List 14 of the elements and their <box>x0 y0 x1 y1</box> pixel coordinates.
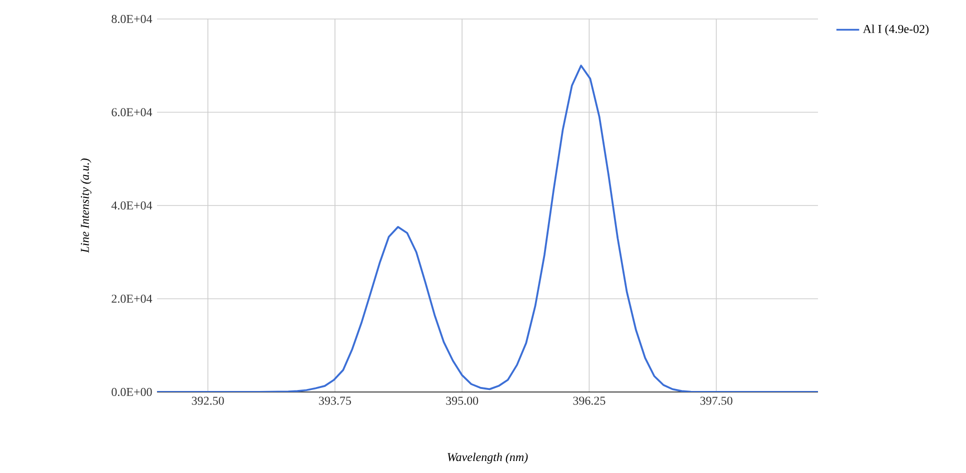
x-tick-label: 393.75 <box>319 396 352 405</box>
line-series <box>157 64 818 392</box>
y-tick-label: 0.0E+00 <box>112 388 152 396</box>
y-tick-label: 4.0E+04 <box>111 201 152 210</box>
x-tick-label: 395.00 <box>446 396 478 405</box>
y-tick-label: 6.0E+04 <box>112 108 152 116</box>
y-tick-label: 2.0E+04 <box>112 294 152 303</box>
x-axis-title: Wavelength (nm) <box>448 452 528 464</box>
y-tick-label: 8.0E+04 <box>112 14 152 24</box>
x-tick-label: 392.50 <box>192 396 224 405</box>
x-tick-label: 397.50 <box>700 396 732 405</box>
x-tick-label: 396.25 <box>573 396 606 405</box>
y-axis-title: Line Intensity (a.u.) <box>80 158 92 253</box>
legend-label: Al I (4.9e-02) <box>862 24 929 36</box>
